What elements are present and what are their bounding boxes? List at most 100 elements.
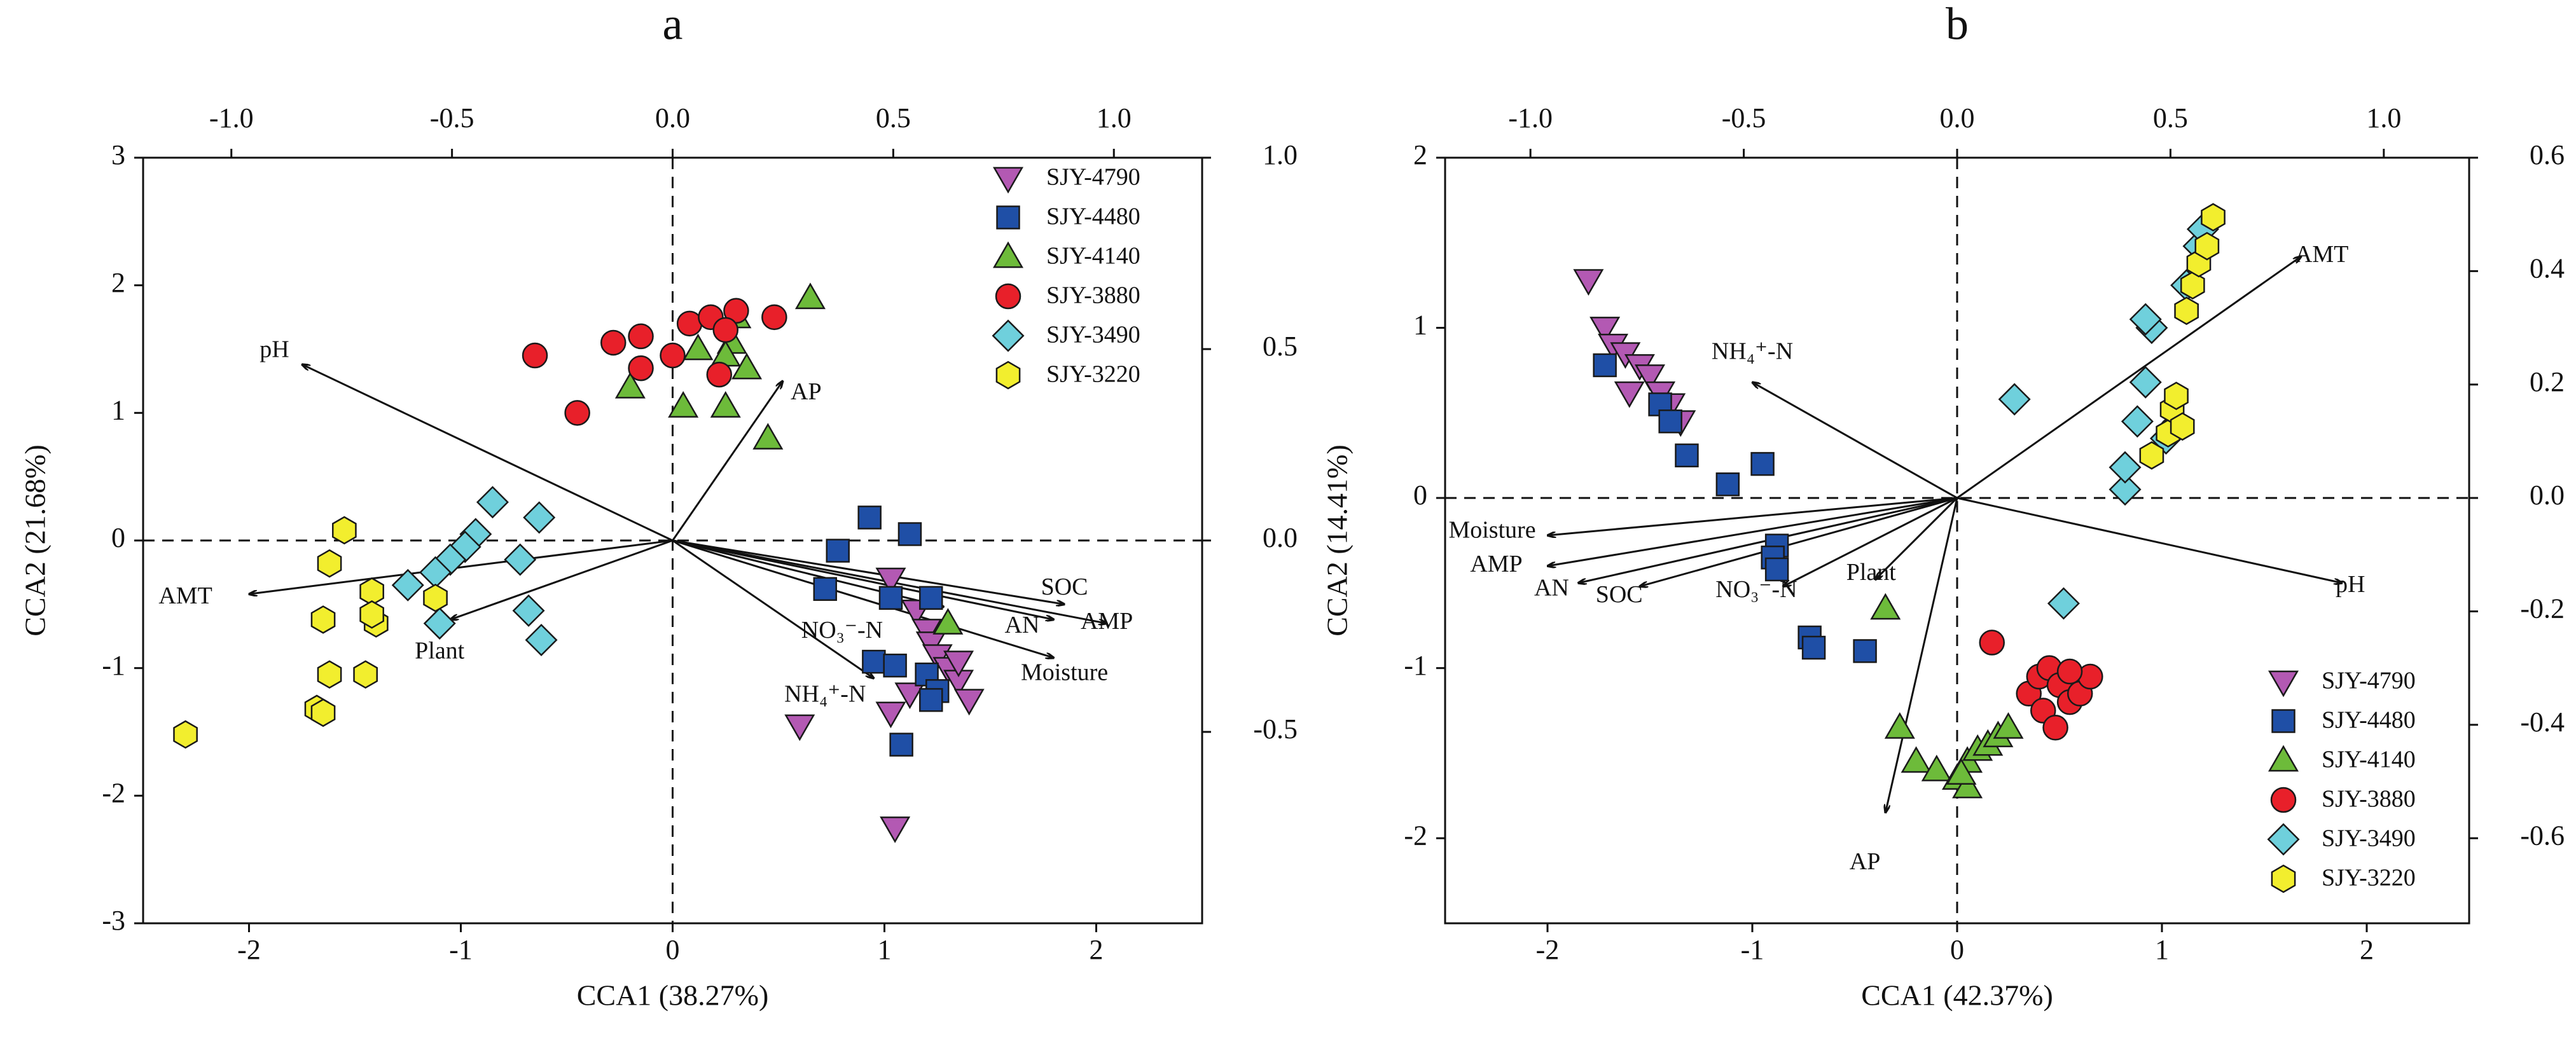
- data-point: [1658, 409, 1682, 434]
- env-arrow: [672, 381, 783, 541]
- data-point: [712, 317, 738, 343]
- env-arrow-label: NH₄⁺-N: [784, 681, 866, 708]
- right-tick-label: 0.0: [2530, 479, 2565, 511]
- data-point: [423, 607, 456, 640]
- env-arrow: [672, 539, 1054, 619]
- data-point: [2139, 441, 2164, 470]
- x-axis-title: CCA1 (42.37%): [1861, 979, 2053, 1012]
- legend-marker: [2271, 864, 2296, 893]
- data-point: [2174, 296, 2199, 326]
- env-arrow-label: pH: [2336, 571, 2365, 598]
- data-point: [1946, 758, 1977, 785]
- top-tick-label: 1.0: [2366, 102, 2401, 134]
- env-arrow-label: Moisture: [1448, 516, 1535, 543]
- data-point: [1593, 353, 1617, 378]
- env-arrow-label: pH: [260, 336, 289, 363]
- data-point: [614, 371, 646, 399]
- data-point: [2180, 271, 2205, 300]
- env-arrow-label: SOC: [1596, 581, 1643, 608]
- data-point: [880, 816, 911, 843]
- env-arrow-label: SOC: [1041, 574, 1088, 600]
- top-tick-label: 0.0: [655, 102, 690, 134]
- data-point: [359, 600, 384, 629]
- env-arrow-label: AMP: [1081, 608, 1133, 635]
- env-arrow-label: AP: [1850, 848, 1881, 875]
- env-arrow: [1956, 497, 2342, 583]
- env-arrow: [1752, 382, 1958, 499]
- right-tick-label: -0.5: [1253, 713, 1298, 745]
- right-tick-label: 0.5: [1263, 331, 1298, 362]
- top-tick-label: 1.0: [1097, 102, 1132, 134]
- env-arrow: [450, 539, 674, 619]
- data-point: [1921, 754, 1952, 781]
- top-tick-label: 0.5: [2153, 102, 2188, 134]
- data-point: [857, 506, 882, 530]
- env-arrow-label: AMP: [1470, 551, 1522, 577]
- right-tick-label: 1.0: [1263, 139, 1298, 170]
- data-point: [1715, 472, 1740, 497]
- legend-label: SJY-3880: [2322, 786, 2416, 813]
- x-axis-title: CCA1 (38.27%): [577, 979, 769, 1012]
- legend-label: SJY-3220: [1046, 361, 1140, 388]
- data-point: [2129, 366, 2162, 399]
- data-point: [2164, 382, 2189, 410]
- legend-marker: [992, 319, 1025, 352]
- data-point: [1750, 451, 1775, 476]
- data-point: [1853, 639, 1877, 663]
- data-point: [794, 282, 826, 310]
- env-arrow: [672, 539, 874, 678]
- legend-label: SJY-4480: [1046, 203, 1140, 230]
- data-point: [897, 522, 922, 546]
- data-point: [953, 689, 985, 716]
- y-tick-label: 3: [111, 139, 125, 170]
- data-point: [1801, 635, 1826, 660]
- data-point: [2109, 473, 2142, 506]
- data-point: [1764, 557, 1789, 582]
- data-point: [1614, 381, 1645, 408]
- legend-label: SJY-3220: [2322, 865, 2416, 891]
- legend-label: SJY-3490: [2322, 825, 2416, 852]
- env-arrow: [672, 539, 1065, 604]
- x-tick-label: 1: [2155, 934, 2169, 965]
- data-point: [706, 361, 733, 388]
- data-point: [628, 355, 654, 382]
- top-tick-label: -0.5: [430, 102, 474, 134]
- env-arrow: [249, 539, 673, 594]
- panel-a: a -2 -1 0 1 2 -3 -2 -1 0 1 2 3 -1.0 -0.5 0.0 0.5 1.0 -0.5 0…: [19, 0, 1298, 1012]
- data-point: [676, 310, 703, 337]
- data-point: [1573, 269, 1604, 296]
- env-arrow-label: AP: [791, 378, 822, 405]
- data-point: [731, 352, 763, 380]
- env-arrow: [1548, 497, 1958, 566]
- env-arrow: [672, 539, 944, 607]
- y-tick-label: -1: [102, 650, 125, 681]
- legend-label: SJY-4790: [2322, 668, 2416, 694]
- data-point: [682, 333, 714, 361]
- data-point: [2056, 658, 2083, 685]
- data-point: [2194, 231, 2220, 261]
- y-tick-label: -1: [1404, 650, 1427, 681]
- legend-marker: [2268, 745, 2299, 772]
- right-tick-label: -0.2: [2520, 593, 2565, 624]
- data-point: [784, 714, 815, 741]
- x-tick-label: 0: [666, 934, 680, 965]
- top-tick-label: 0.5: [876, 102, 911, 134]
- env-arrow: [1885, 497, 1958, 813]
- data-point: [353, 660, 378, 689]
- data-point: [878, 586, 903, 610]
- x-tick-label: -1: [449, 934, 473, 965]
- env-arrow: [302, 364, 674, 542]
- data-point: [423, 583, 448, 612]
- env-arrow-label: AN: [1005, 612, 1040, 638]
- data-point: [2042, 715, 2068, 741]
- x-tick-label: 1: [878, 934, 892, 965]
- legend-marker: [992, 241, 1024, 268]
- data-point: [310, 698, 336, 727]
- data-point: [761, 304, 787, 331]
- legend-marker: [995, 283, 1021, 310]
- y-tick-label: 2: [1413, 139, 1427, 170]
- right-tick-label: 0.2: [2530, 366, 2565, 397]
- legend-marker: [2268, 670, 2299, 698]
- data-point: [1901, 746, 1932, 773]
